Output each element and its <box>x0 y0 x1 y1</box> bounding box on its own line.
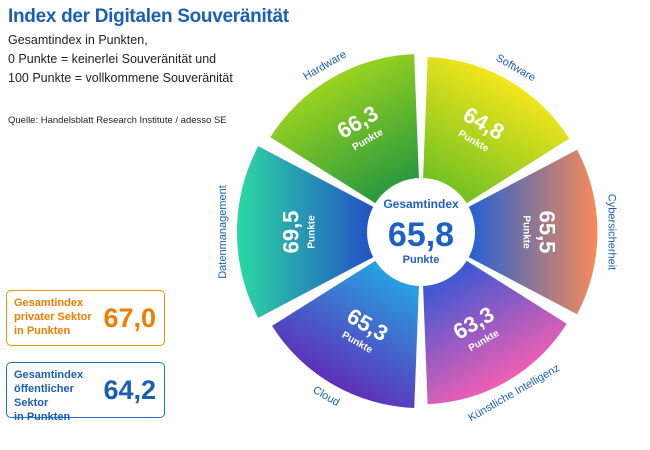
segment-datenmanagement <box>236 146 376 318</box>
category-label: Datenmanagement <box>217 185 229 279</box>
category-label: Cybersicherheit <box>606 194 618 270</box>
public-sector-value: 64,2 <box>103 375 156 405</box>
public-label-line-2: öffentlicher Sektor <box>14 383 74 409</box>
private-label-line-1: Gesamtindex <box>14 297 84 309</box>
private-label-line-3: in Punkten <box>14 325 71 337</box>
category-label: Cloud <box>311 384 342 409</box>
public-sector-label: Gesamtindex öffentlicher Sektor in Punkt… <box>14 368 99 424</box>
public-sector-box: Gesamtindex öffentlicher Sektor in Punkt… <box>6 362 165 423</box>
segment-unit: Punkte <box>306 215 317 249</box>
source-note: Quelle: Handelsblatt Research Institute … <box>8 115 227 126</box>
private-sector-value: 67,0 <box>103 303 156 333</box>
center-label: Gesamtindex <box>383 197 459 211</box>
subtitle-line-2: 0 Punkte = keinerlei Souveränität und <box>8 52 217 66</box>
chart-title: Index der Digitalen Souveränität <box>8 6 289 27</box>
private-sector-box: Gesamtindex privater Sektor in Punkten 6… <box>6 290 165 346</box>
center-disc <box>373 184 469 280</box>
segment-unit: Punkte <box>521 215 532 249</box>
public-label-line-1: Gesamtindex <box>14 369 84 381</box>
private-label-line-2: privater Sektor <box>14 311 92 323</box>
segment-cybersicherheit <box>466 149 598 315</box>
value-label-group: 69,5 Punkte <box>278 211 317 254</box>
segment-hardware <box>270 54 420 205</box>
segment-cloud <box>272 259 420 408</box>
public-label-line-3: in Punkten <box>14 411 71 423</box>
segment-software <box>422 57 570 205</box>
segment-value: 65,5 <box>535 211 560 254</box>
subtitle-line-3: 100 Punkte = vollkommene Souveränität <box>8 71 233 85</box>
center-value: 65,8 <box>388 216 454 254</box>
segment-künstliche-intelligenz <box>422 259 567 405</box>
private-sector-label: Gesamtindex privater Sektor in Punkten <box>14 296 99 338</box>
segment-value: 69,5 <box>278 211 303 254</box>
subtitle-line-1: Gesamtindex in Punkten, <box>8 33 148 47</box>
center-unit: Punkte <box>403 254 440 266</box>
